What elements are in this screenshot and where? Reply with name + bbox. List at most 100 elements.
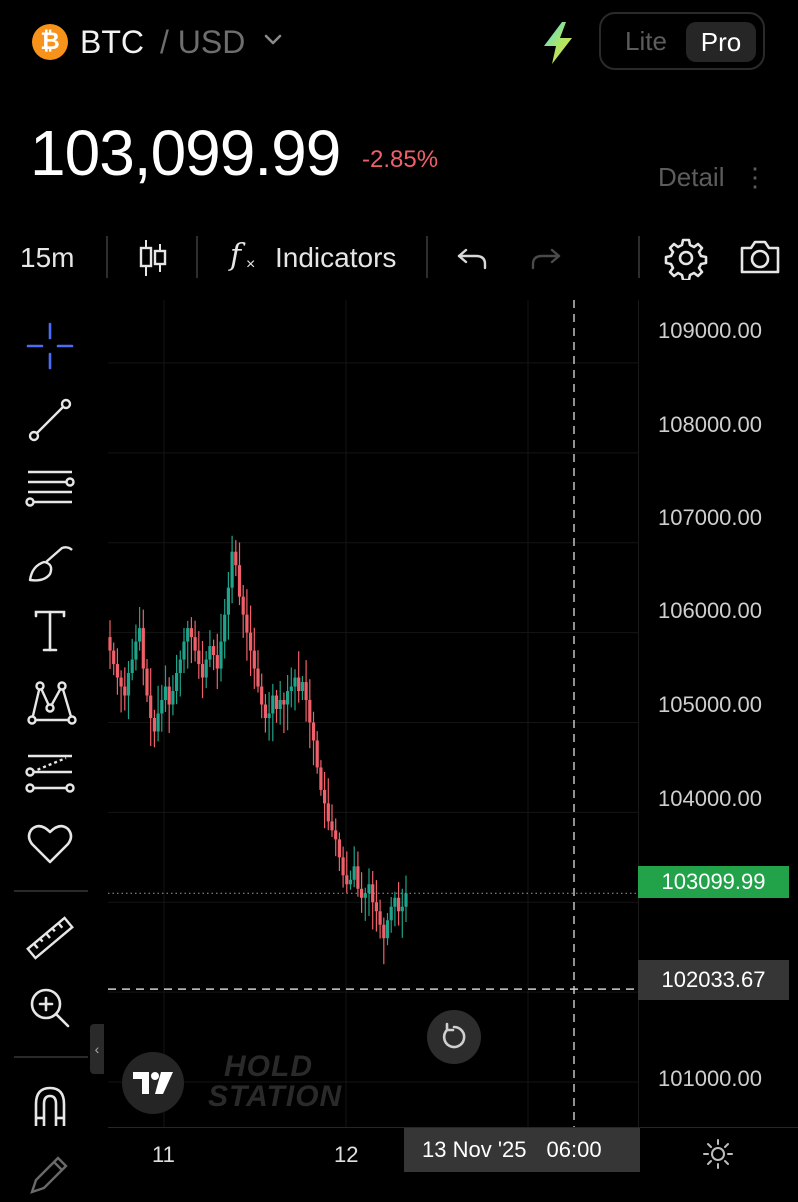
candle-body bbox=[256, 668, 260, 687]
camera-icon[interactable] bbox=[738, 238, 782, 276]
time-label: 12 bbox=[334, 1142, 359, 1167]
redo-icon[interactable] bbox=[530, 244, 562, 272]
candle-body bbox=[115, 664, 119, 678]
crosshair-icon[interactable] bbox=[22, 318, 78, 374]
candle-body bbox=[208, 646, 212, 660]
text-icon[interactable] bbox=[22, 604, 78, 660]
candle-body bbox=[267, 713, 271, 718]
candle-body bbox=[219, 641, 223, 669]
mode-pro-button[interactable]: Pro bbox=[686, 22, 756, 62]
trend-line-icon[interactable] bbox=[22, 392, 78, 448]
candle-body bbox=[197, 650, 201, 665]
candle-body bbox=[374, 902, 378, 912]
gear-icon[interactable] bbox=[664, 236, 708, 280]
candle-body bbox=[138, 628, 142, 642]
candle-body bbox=[286, 691, 290, 705]
heart-icon[interactable] bbox=[22, 816, 78, 872]
holdstation-watermark: HOLD STATION bbox=[208, 1050, 343, 1113]
candle-body bbox=[234, 551, 238, 566]
candle-body bbox=[308, 700, 312, 723]
candle-body bbox=[193, 637, 197, 651]
candle-body bbox=[348, 879, 353, 885]
toolbar-divider bbox=[638, 236, 640, 278]
brightness-icon[interactable] bbox=[702, 1138, 734, 1170]
candle-body bbox=[404, 893, 408, 907]
candle-body bbox=[319, 767, 323, 790]
tradingview-icon bbox=[133, 1072, 173, 1094]
price-label: 106000.00 bbox=[658, 598, 762, 623]
tradingview-logo[interactable] bbox=[122, 1052, 184, 1114]
price-axis[interactable] bbox=[638, 300, 798, 1127]
brush-icon[interactable] bbox=[22, 536, 78, 592]
candles bbox=[108, 535, 408, 965]
pattern-icon[interactable] bbox=[22, 674, 78, 730]
candle-body bbox=[130, 659, 134, 674]
ruler-icon[interactable] bbox=[22, 910, 78, 966]
candle-type-icon[interactable] bbox=[138, 238, 168, 278]
candle-body bbox=[400, 906, 404, 912]
interval-selector[interactable]: 15m bbox=[20, 242, 75, 273]
candle-body bbox=[175, 673, 179, 692]
chevron-down-icon[interactable] bbox=[263, 30, 283, 50]
price-label: 104000.00 bbox=[658, 786, 762, 811]
candle-body bbox=[345, 875, 349, 885]
toolbar-divider bbox=[106, 236, 108, 278]
candle-body bbox=[160, 700, 164, 714]
candle-body bbox=[108, 637, 112, 651]
crosshair-price-badge: 102033.67 bbox=[638, 960, 789, 1000]
more-menu-icon[interactable]: ⋮ bbox=[742, 162, 768, 192]
crosshair-date: 13 Nov '25 bbox=[422, 1137, 527, 1162]
reset-chart-button[interactable] bbox=[427, 1010, 481, 1064]
candle-body bbox=[382, 924, 386, 939]
candle-body bbox=[215, 655, 219, 669]
pair-base[interactable]: BTC bbox=[80, 24, 144, 60]
chart-overlay bbox=[108, 300, 638, 1127]
candle-body bbox=[260, 686, 264, 705]
candle-body bbox=[397, 897, 401, 912]
collapse-tools-handle[interactable]: ‹ bbox=[90, 1024, 104, 1074]
candle-body bbox=[223, 614, 227, 642]
candle-body bbox=[167, 686, 171, 705]
tools-divider bbox=[14, 890, 88, 892]
chart-grid bbox=[108, 300, 638, 1127]
detail-button[interactable]: Detail bbox=[658, 162, 725, 192]
price-label: 101000.00 bbox=[658, 1066, 762, 1091]
candle-body bbox=[141, 628, 145, 669]
candle-body bbox=[226, 587, 230, 615]
zoom-in-icon[interactable] bbox=[22, 980, 78, 1036]
fib-lines-icon[interactable] bbox=[22, 462, 78, 518]
forecast-icon[interactable] bbox=[22, 744, 78, 800]
candle-body bbox=[241, 596, 245, 615]
magnet-icon[interactable] bbox=[22, 1078, 78, 1134]
candle-body bbox=[300, 682, 304, 692]
price-chart[interactable] bbox=[108, 300, 638, 1127]
candle-body bbox=[278, 700, 282, 710]
candle-body bbox=[323, 789, 327, 804]
candle-body bbox=[393, 897, 397, 907]
candle-body bbox=[134, 641, 138, 660]
candle-body bbox=[189, 628, 193, 638]
candle-body bbox=[126, 673, 131, 696]
fx-icon[interactable]: f × bbox=[230, 238, 256, 273]
price-label: 105000.00 bbox=[658, 692, 762, 717]
pencil-icon[interactable] bbox=[22, 1146, 78, 1202]
mode-lite-button[interactable]: Lite bbox=[625, 25, 667, 56]
candle-body bbox=[252, 650, 256, 669]
candle-body bbox=[149, 695, 153, 718]
candle-body bbox=[249, 632, 253, 651]
candle-body bbox=[263, 704, 267, 718]
candle-body bbox=[330, 821, 334, 831]
indicators-button[interactable]: Indicators bbox=[275, 242, 397, 273]
candle-body bbox=[326, 803, 330, 822]
candle-body bbox=[152, 717, 156, 732]
bitcoin-icon: ₿ bbox=[32, 24, 68, 60]
candle-body bbox=[212, 646, 216, 656]
candle-body bbox=[112, 650, 116, 665]
undo-icon[interactable] bbox=[456, 244, 488, 272]
candle-body bbox=[245, 614, 249, 633]
tools-divider bbox=[14, 1056, 88, 1058]
candle-body bbox=[378, 911, 382, 925]
pair-quote[interactable]: / USD bbox=[160, 24, 246, 60]
price-change: -2.85% bbox=[362, 146, 439, 173]
lightning-icon[interactable] bbox=[538, 20, 578, 66]
